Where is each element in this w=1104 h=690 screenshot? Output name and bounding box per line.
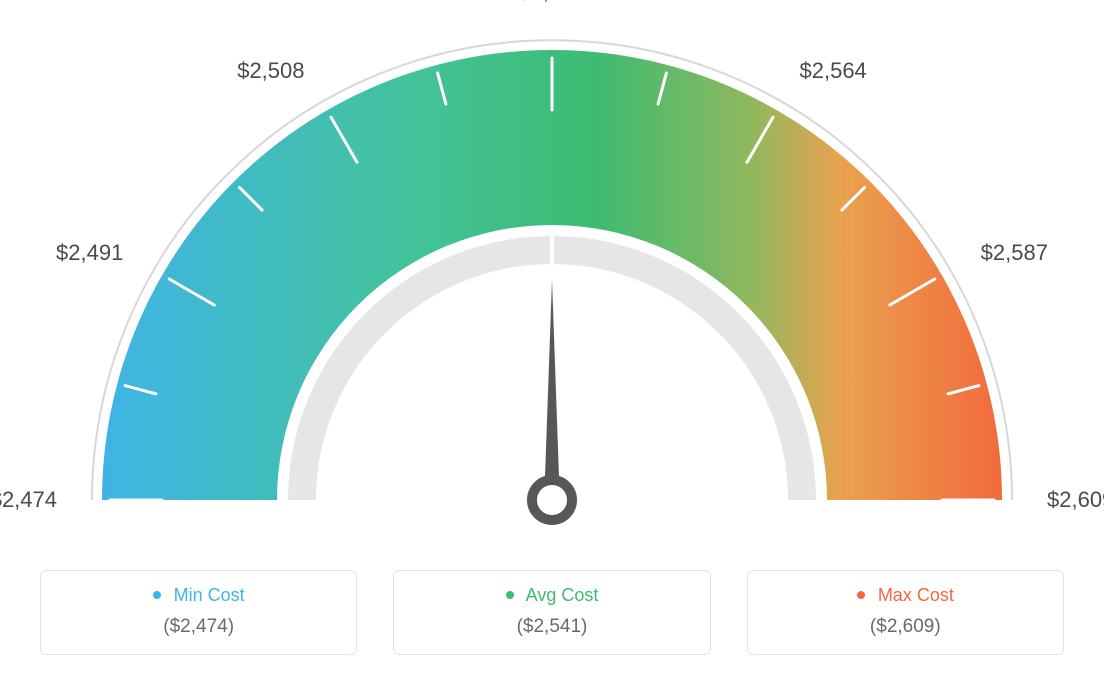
min-cost-value: ($2,474): [51, 616, 346, 638]
min-cost-label: Min Cost: [174, 585, 245, 605]
avg-cost-value: ($2,541): [404, 616, 699, 638]
max-cost-card: Max Cost ($2,609): [747, 570, 1064, 655]
gauge-chart: $2,474 $2,491 $2,508 $2,541 $2,564 $2,587 $2,6…: [0, 0, 1104, 560]
gauge-svg: [0, 0, 1104, 560]
summary-cards: Min Cost ($2,474) Avg Cost ($2,541) Max …: [0, 570, 1104, 655]
gauge-tick-label: $2,564: [800, 58, 867, 84]
avg-cost-title: Avg Cost: [404, 585, 699, 606]
gauge-tick-label: $2,491: [56, 240, 123, 266]
gauge-tick-label: $2,609: [1047, 487, 1104, 513]
avg-cost-card: Avg Cost ($2,541): [393, 570, 710, 655]
gauge-tick-label: $2,508: [237, 58, 304, 84]
max-cost-title: Max Cost: [758, 585, 1053, 606]
gauge-tick-label: $2,474: [0, 487, 57, 513]
gauge-tick-label: $2,587: [981, 240, 1048, 266]
dot-icon: [857, 591, 865, 599]
dot-icon: [506, 591, 514, 599]
min-cost-title: Min Cost: [51, 585, 346, 606]
gauge-tick-label: $2,541: [518, 0, 585, 5]
avg-cost-label: Avg Cost: [526, 585, 599, 605]
min-cost-card: Min Cost ($2,474): [40, 570, 357, 655]
max-cost-value: ($2,609): [758, 616, 1053, 638]
dot-icon: [153, 591, 161, 599]
max-cost-label: Max Cost: [878, 585, 954, 605]
